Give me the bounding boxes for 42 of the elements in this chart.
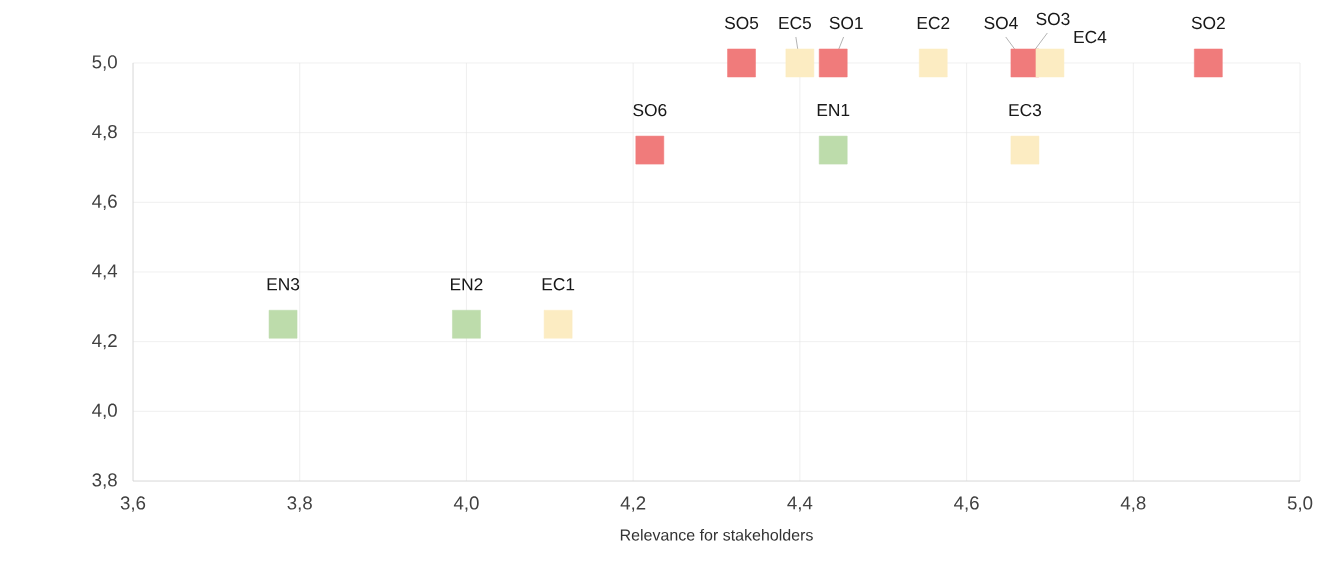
x-axis-title: Relevance for stakeholders — [620, 528, 813, 541]
x-tick-label: 3,6 — [120, 496, 146, 512]
point — [1010, 135, 1040, 165]
x-tick-label: 3,8 — [287, 496, 312, 512]
annotation: SO6 — [633, 103, 667, 117]
x-tick-label: 4,8 — [1120, 496, 1146, 512]
annotation: EC2 — [917, 16, 950, 30]
point — [818, 48, 848, 78]
x-tick-label: 5,0 — [1287, 496, 1313, 512]
annotation: SO4 — [984, 16, 1018, 30]
point — [635, 135, 665, 165]
y-tick-label: 4,6 — [92, 194, 117, 211]
point — [268, 309, 298, 339]
annotation: SO2 — [1191, 16, 1225, 30]
y-tick-label: 4,4 — [92, 264, 118, 280]
x-tick-label: 4,4 — [787, 496, 813, 512]
y-tick-label: 5,0 — [92, 55, 117, 71]
annotation: SO1 — [829, 16, 863, 30]
point — [727, 48, 756, 78]
annotation: EC3 — [1009, 103, 1042, 117]
point — [918, 48, 948, 78]
y-tick-label: 4,8 — [92, 124, 117, 141]
x-tick-label: 4,0 — [453, 496, 479, 512]
annotation: SO3 — [1036, 12, 1070, 26]
point — [1194, 48, 1223, 78]
x-tick-label: 4,2 — [620, 496, 646, 512]
annotation: EN2 — [451, 278, 483, 291]
y-tick-label: 4,0 — [92, 403, 117, 420]
point — [818, 135, 848, 165]
point — [1035, 48, 1065, 78]
point — [785, 48, 815, 78]
annotation: EN3 — [267, 278, 300, 291]
annotation: EN1 — [817, 104, 850, 117]
annotation: EC4 — [1074, 30, 1107, 44]
y-tick-label: 3,8 — [92, 473, 117, 489]
x-tick-label: 4,6 — [954, 496, 979, 512]
point — [452, 309, 481, 339]
annotation: EC1 — [542, 278, 575, 291]
annotation: SO5 — [724, 16, 759, 30]
point — [543, 309, 573, 339]
annotation: EC5 — [779, 16, 811, 30]
y-tick-label: 4,2 — [92, 333, 117, 350]
